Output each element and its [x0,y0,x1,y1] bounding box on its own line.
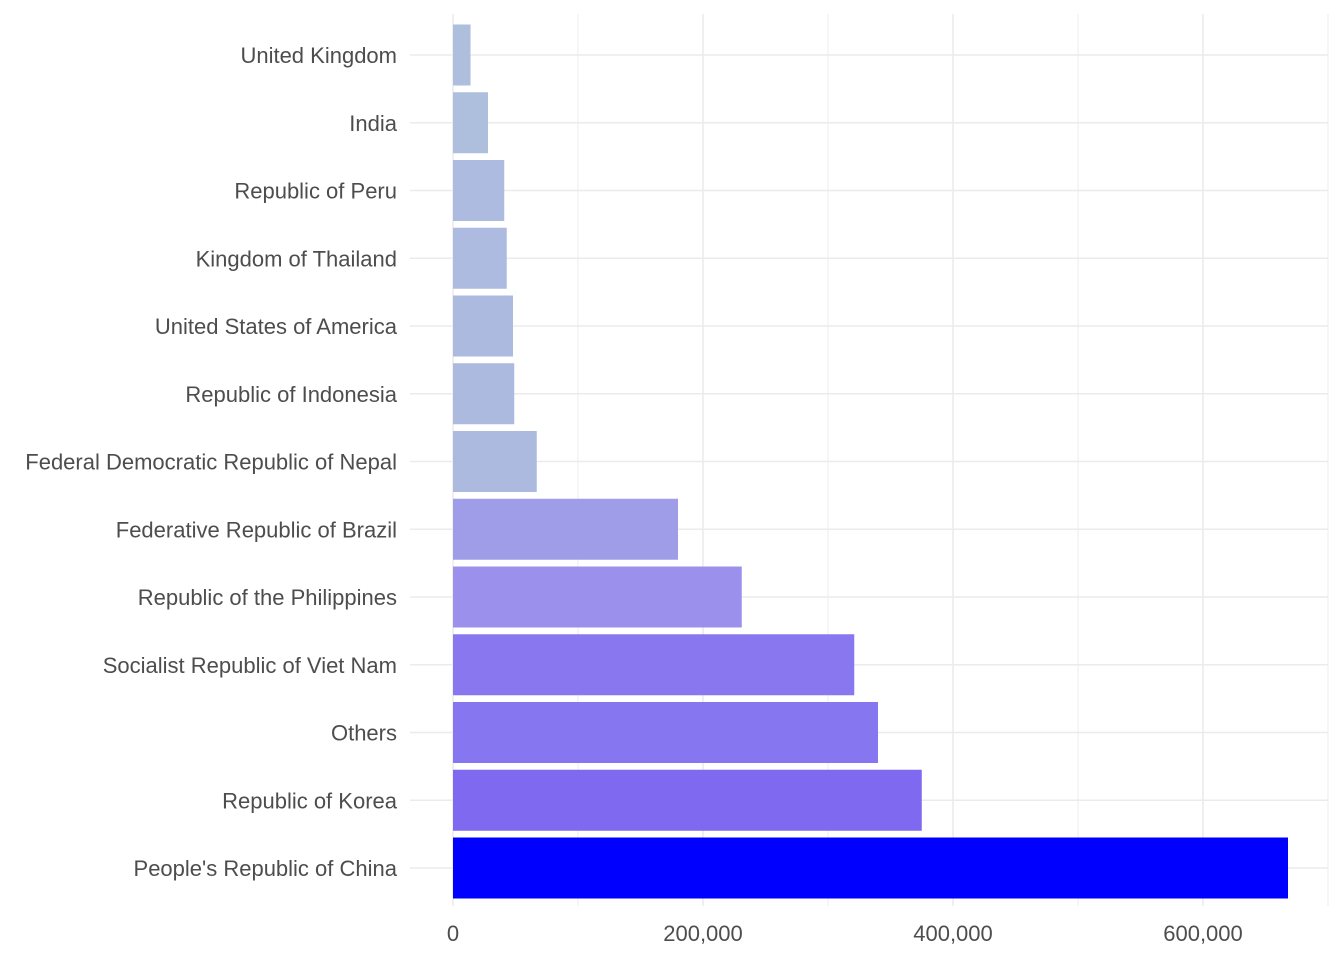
category-label: Others [331,721,397,746]
category-label: India [349,111,397,136]
category-label: People's Republic of China [134,856,398,881]
category-label: Socialist Republic of Viet Nam [103,653,397,678]
bar [453,498,678,560]
category-label: Republic of the Philippines [138,585,397,610]
category-label: Republic of Peru [234,179,397,204]
bar [453,363,515,425]
x-tick-label: 0 [447,921,459,946]
bars [453,24,1288,899]
bar [453,702,878,763]
category-label: Federative Republic of Brazil [116,517,397,542]
x-tick-label: 200,000 [663,921,743,946]
category-label: Republic of Indonesia [185,382,397,407]
category-label: United States of America [155,314,398,339]
y-axis-labels: United Kingdom India Republic of Peru Kingd… [25,43,397,881]
bar [453,837,1288,899]
bar [453,295,513,357]
category-label: Republic of Korea [222,788,398,813]
x-axis-labels: 0 200,000 400,000 600,000 [447,921,1243,946]
category-label: United Kingdom [240,43,397,68]
bar [453,24,471,86]
bar [453,431,537,492]
category-label: Federal Democratic Republic of Nepal [25,450,397,475]
bar [453,227,507,289]
bar [453,634,855,696]
category-label: Kingdom of Thailand [196,246,397,271]
x-tick-label: 600,000 [1163,921,1243,946]
bar [453,769,922,831]
bar [453,92,488,154]
grid-lines [410,14,1329,906]
x-tick-label: 400,000 [913,921,993,946]
bar [453,566,742,628]
bar [453,160,505,221]
